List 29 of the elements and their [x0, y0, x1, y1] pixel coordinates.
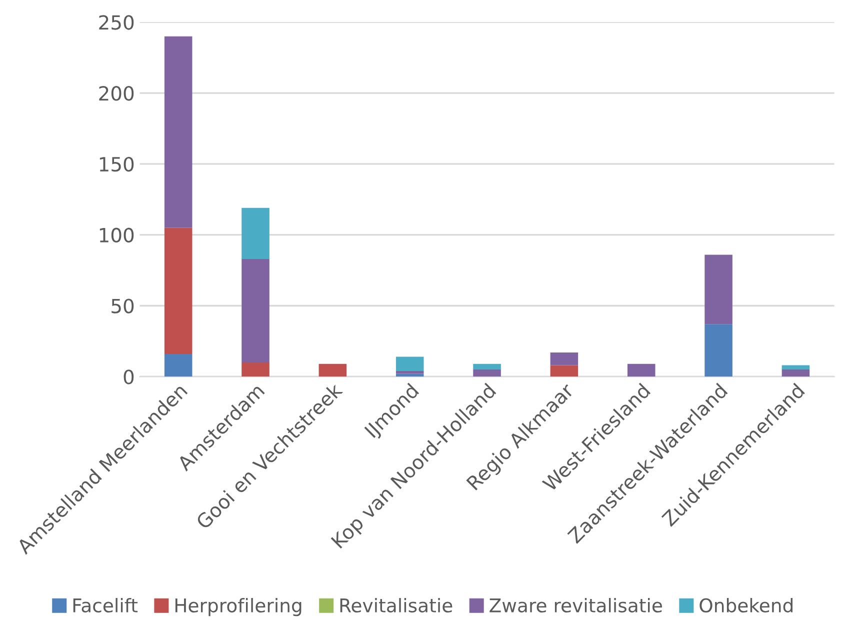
legend-label: Facelift [73, 598, 138, 612]
legend-label: Revitalisatie [340, 598, 452, 612]
bar [782, 370, 810, 377]
bar [242, 258, 270, 362]
bar [704, 324, 732, 377]
bar [396, 356, 424, 371]
y-tick-label: 250 [99, 15, 134, 30]
bar [164, 36, 192, 228]
legend-label: Onbekend [700, 598, 792, 612]
bar [627, 364, 656, 377]
bar [164, 354, 192, 377]
bar [473, 370, 501, 377]
y-tick-label: 0 [124, 370, 134, 384]
bar [318, 364, 347, 377]
bar [782, 365, 810, 370]
bar [164, 228, 192, 354]
legend-label: Zware revitalisatie [490, 598, 662, 612]
y-tick-label: 100 [100, 228, 134, 243]
bar [550, 365, 578, 377]
legend-label: Herprofilering [175, 598, 302, 616]
y-tick-label: 50 [112, 298, 134, 314]
y-tick-label: 150 [100, 156, 134, 172]
bar [242, 362, 270, 377]
bar [473, 364, 501, 370]
bar [396, 370, 424, 374]
y-tick-label: 200 [99, 86, 134, 101]
bar [550, 352, 578, 366]
bar [242, 208, 270, 259]
bar [704, 254, 732, 324]
